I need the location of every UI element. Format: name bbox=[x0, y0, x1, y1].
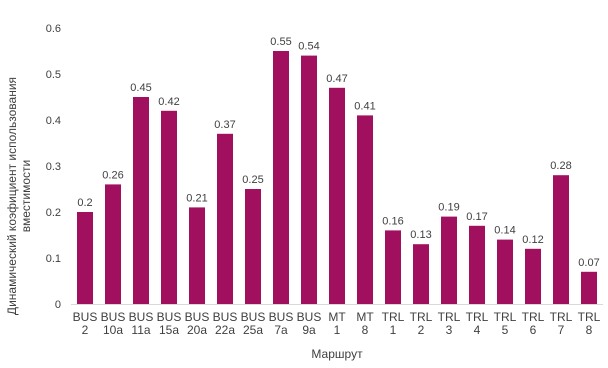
x-tick-label: 3 bbox=[446, 323, 453, 337]
x-tick-label: BUS bbox=[157, 310, 182, 324]
data-label: 0.41 bbox=[354, 100, 375, 112]
x-tick-label: BUS bbox=[269, 310, 294, 324]
x-tick-label: TRL bbox=[410, 310, 433, 324]
y-axis-title: Динамический коэфициент использования вме… bbox=[5, 77, 33, 315]
bar bbox=[385, 230, 401, 304]
y-tick-label: 0.5 bbox=[46, 69, 61, 81]
x-tick-label: BUS bbox=[297, 310, 322, 324]
y-tick-label: 0 bbox=[55, 299, 61, 311]
data-label: 0.28 bbox=[550, 160, 571, 172]
x-tick-label: 25a bbox=[243, 323, 263, 337]
bar bbox=[553, 175, 569, 304]
y-axis-title-line: вместимости bbox=[19, 160, 33, 233]
y-axis-ticks: 0 0.1 0.2 0.3 0.4 0.5 0.6 bbox=[46, 23, 61, 311]
x-tick-label: BUS bbox=[101, 310, 126, 324]
data-label: 0.26 bbox=[102, 169, 123, 181]
x-tick-label: MT bbox=[356, 310, 374, 324]
x-tick-label: 5 bbox=[502, 323, 509, 337]
x-tick-label: 22a bbox=[215, 323, 235, 337]
x-tick-label: BUS bbox=[73, 310, 98, 324]
data-label: 0.55 bbox=[270, 36, 291, 48]
bar bbox=[161, 110, 177, 304]
data-label: 0.37 bbox=[214, 119, 235, 131]
x-tick-label: 1 bbox=[390, 323, 397, 337]
x-tick-label: TRL bbox=[494, 310, 517, 324]
x-tick-label: 11a bbox=[131, 323, 150, 337]
bar bbox=[357, 115, 373, 305]
y-tick-label: 0.4 bbox=[46, 115, 61, 127]
x-tick-label: 4 bbox=[474, 323, 481, 337]
x-tick-label: 2 bbox=[82, 323, 89, 337]
bar bbox=[105, 184, 121, 304]
bar bbox=[329, 87, 345, 304]
x-tick-label: TRL bbox=[466, 310, 489, 324]
x-tick-label: 9a bbox=[302, 323, 316, 337]
bar bbox=[273, 51, 289, 304]
data-label: 0.54 bbox=[298, 41, 319, 53]
x-tick-label: 7 bbox=[558, 323, 565, 337]
x-tick-label: 15a bbox=[159, 323, 179, 337]
data-label: 0.21 bbox=[186, 192, 207, 204]
data-label: 0.19 bbox=[438, 202, 459, 214]
x-tick-label: BUS bbox=[185, 310, 210, 324]
x-tick-label: TRL bbox=[382, 310, 405, 324]
x-axis-labels: BUS2BUS10aBUS11aBUS15aBUS20aBUS22aBUS25a… bbox=[73, 310, 601, 337]
y-tick-label: 0.2 bbox=[46, 207, 61, 219]
y-tick-label: 0.1 bbox=[46, 253, 61, 265]
x-tick-label: 8 bbox=[586, 323, 593, 337]
x-tick-label: TRL bbox=[438, 310, 461, 324]
bar bbox=[133, 97, 149, 304]
data-label: 0.16 bbox=[382, 215, 403, 227]
x-tick-label: BUS bbox=[213, 310, 238, 324]
data-label: 0.07 bbox=[578, 257, 599, 269]
data-label: 0.2 bbox=[77, 197, 92, 209]
x-tick-label: 2 bbox=[418, 323, 425, 337]
data-label: 0.13 bbox=[410, 229, 431, 241]
y-axis-title-line: Динамический коэфициент использования bbox=[5, 77, 19, 315]
x-tick-label: 1 bbox=[334, 323, 341, 337]
x-tick-label: TRL bbox=[522, 310, 545, 324]
bar bbox=[189, 207, 205, 304]
bar bbox=[441, 216, 457, 304]
x-tick-label: 6 bbox=[530, 323, 537, 337]
data-label: 0.25 bbox=[242, 174, 263, 186]
bar bbox=[217, 133, 233, 304]
data-label: 0.47 bbox=[326, 73, 347, 85]
x-tick-label: 10a bbox=[103, 323, 123, 337]
x-tick-label: BUS bbox=[241, 310, 266, 324]
bar bbox=[77, 212, 93, 304]
x-tick-label: TRL bbox=[550, 310, 573, 324]
x-tick-label: BUS bbox=[129, 310, 154, 324]
bar bbox=[497, 239, 513, 304]
x-axis-title: Маршрут bbox=[311, 347, 363, 361]
y-tick-label: 0.6 bbox=[46, 23, 61, 35]
y-tick-label: 0.3 bbox=[46, 161, 61, 173]
bar bbox=[525, 248, 541, 304]
bar bbox=[413, 244, 429, 304]
bar bbox=[581, 271, 597, 304]
bars bbox=[77, 51, 597, 305]
bar bbox=[245, 189, 261, 304]
data-label: 0.12 bbox=[522, 234, 543, 246]
data-label: 0.45 bbox=[130, 82, 151, 94]
x-tick-label: 20a bbox=[187, 323, 207, 337]
bar bbox=[301, 55, 317, 304]
x-tick-label: TRL bbox=[578, 310, 601, 324]
x-tick-label: MT bbox=[328, 310, 346, 324]
data-label: 0.42 bbox=[158, 96, 179, 108]
data-label: 0.17 bbox=[466, 211, 487, 223]
data-label: 0.14 bbox=[494, 225, 515, 237]
x-tick-label: 7a bbox=[274, 323, 288, 337]
data-labels: 0.2 0.26 0.45 0.42 0.21 0.37 0.25 0.55 0.54 0.47 0… bbox=[77, 36, 599, 269]
bar bbox=[469, 225, 485, 304]
x-tick-label: 8 bbox=[362, 323, 369, 337]
